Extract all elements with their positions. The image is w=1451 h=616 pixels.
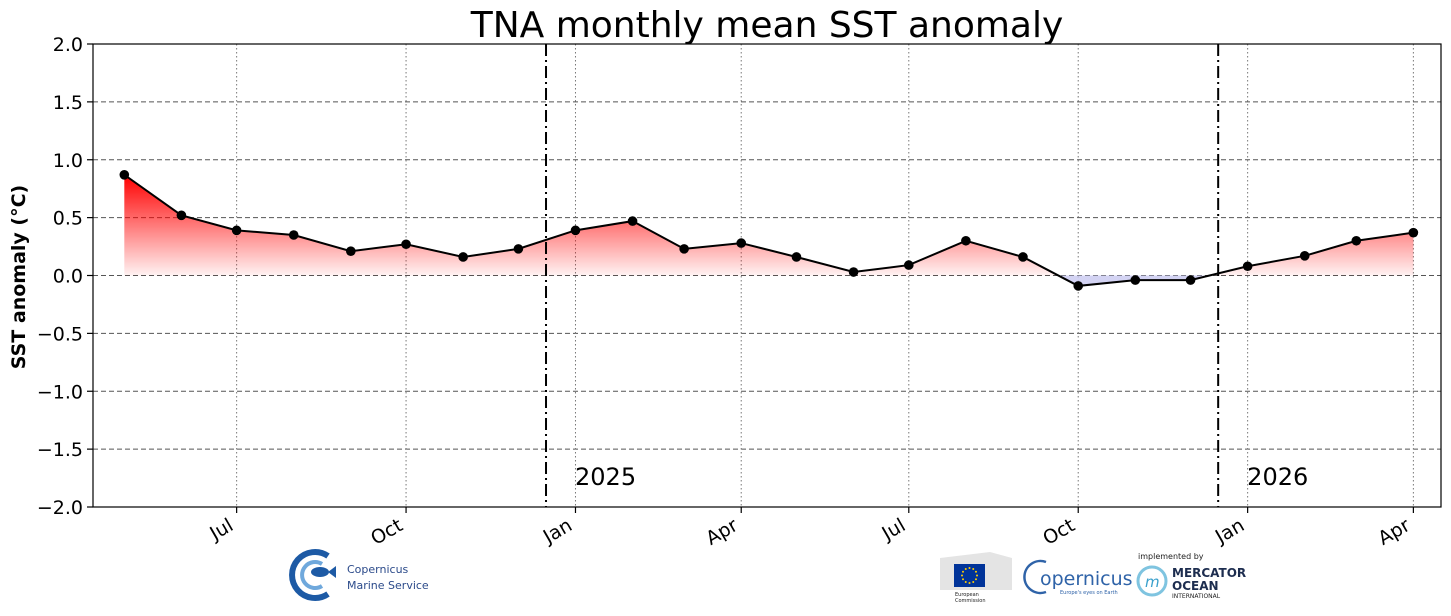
series-points xyxy=(119,169,1419,291)
eu-star xyxy=(962,570,965,573)
eu-star xyxy=(972,568,975,571)
copernicus-wordmark: opernicus xyxy=(1040,568,1133,590)
y-tick-label: 2.0 xyxy=(53,34,83,56)
eu-star xyxy=(964,580,967,583)
chart-title: TNA monthly mean SST anomaly xyxy=(470,5,1064,46)
year-label: 2025 xyxy=(575,463,636,491)
x-tick-label: Apr xyxy=(702,514,742,550)
data-point xyxy=(513,244,524,254)
y-tick-label: 1.5 xyxy=(53,92,83,114)
svg-text:m: m xyxy=(1145,573,1160,591)
data-point xyxy=(570,225,581,236)
anomaly-fill xyxy=(124,174,1414,286)
data-point xyxy=(1242,261,1253,272)
y-tick-label: 1.0 xyxy=(53,150,83,172)
european-commission-logo: European Commission xyxy=(940,552,1012,604)
eu-stars-icon xyxy=(961,567,978,584)
y-tick-label: 0.0 xyxy=(53,266,83,288)
eu-star xyxy=(976,574,978,577)
y-tick-label: −2.0 xyxy=(37,497,83,519)
mercator-line3: INTERNATIONAL xyxy=(1172,593,1221,600)
data-point xyxy=(119,169,130,180)
data-point xyxy=(288,230,299,240)
x-tick-label: Oct xyxy=(367,514,406,549)
copernicus-logo: opernicus Europe's eyes on Earth xyxy=(1023,559,1133,596)
anomaly-line xyxy=(123,173,1414,287)
y-tick-label: −1.0 xyxy=(37,381,83,403)
x-tick-label: Oct xyxy=(1039,514,1078,549)
y-tick-label: −1.5 xyxy=(37,439,83,461)
data-point xyxy=(848,267,859,277)
eu-star xyxy=(964,568,967,571)
x-tick-label: Jan xyxy=(1211,514,1248,548)
data-point xyxy=(176,210,187,221)
y-tick-label: 0.5 xyxy=(53,208,83,230)
x-tick-label: Jul xyxy=(205,514,237,545)
series-line xyxy=(123,173,1414,287)
y-tick-label: −0.5 xyxy=(37,323,83,345)
eu-star xyxy=(974,570,977,573)
x-axis: Jul Oct Jan Apr Jul Oct Jan Apr xyxy=(205,507,1414,550)
data-point xyxy=(1130,275,1141,285)
data-point xyxy=(1018,252,1028,262)
mercator-line1: MERCATOR xyxy=(1172,566,1246,580)
mercator-ocean-logo: implemented by m MERCATOR OCEAN INTERNAT… xyxy=(1136,552,1246,600)
data-point xyxy=(231,225,242,236)
y-axis-label: SST anomaly (°C) xyxy=(8,185,30,369)
data-point xyxy=(1185,275,1196,285)
year-label: 2026 xyxy=(1247,463,1308,491)
copernicus-marine-logo: Copernicus Marine Service xyxy=(289,549,429,601)
ec-logo-line1: European xyxy=(955,592,979,598)
data-point xyxy=(961,235,971,246)
cms-logo-line2: Marine Service xyxy=(347,579,429,592)
cms-logo-line1: Copernicus xyxy=(347,563,409,576)
eu-star xyxy=(961,574,963,577)
eu-star xyxy=(962,578,965,581)
implemented-by-label: implemented by xyxy=(1138,552,1204,561)
data-point xyxy=(736,238,747,248)
year-markers: 2025 2026 xyxy=(545,44,1308,507)
eu-star xyxy=(968,567,971,569)
ec-logo-line2: Commission xyxy=(955,598,986,604)
data-point xyxy=(1073,281,1084,291)
data-point xyxy=(346,246,356,256)
x-tick-label: Apr xyxy=(1374,514,1414,550)
data-point xyxy=(791,252,802,262)
y-axis: −2.0 −1.5 −1.0 −0.5 0.0 0.5 1.0 1.5 2.0 xyxy=(37,34,93,519)
data-point xyxy=(1299,251,1310,261)
x-tick-label: Jan xyxy=(539,514,576,548)
mercator-line2: OCEAN xyxy=(1172,579,1219,593)
eu-star xyxy=(972,580,975,583)
data-point xyxy=(1351,235,1362,246)
copernicus-tagline: Europe's eyes on Earth xyxy=(1060,590,1118,596)
data-point xyxy=(903,260,914,270)
data-point xyxy=(627,216,638,226)
eu-star xyxy=(968,582,971,584)
data-point xyxy=(458,252,468,262)
x-tick-label: Jul xyxy=(878,514,910,545)
data-point xyxy=(1408,227,1419,238)
data-point xyxy=(401,239,411,250)
data-point xyxy=(679,244,689,254)
eu-star xyxy=(974,578,977,581)
